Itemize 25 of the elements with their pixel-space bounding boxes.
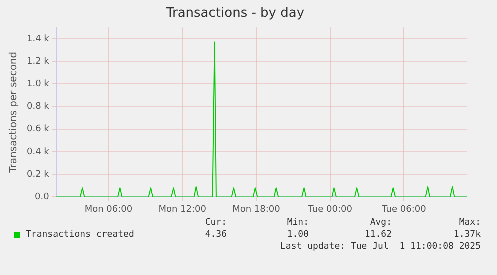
text: Min: [287,218,309,228]
y-tick-label: 1.2 k [26,56,50,67]
text: Avg: [370,218,392,228]
text: Last update: Tue Jul 1 11:00:08 2025 [280,242,481,252]
text: 4.36 [205,230,227,240]
x-tick-label: Mon 06:00 [84,204,133,215]
text: 11.62 [364,230,392,240]
y-tick-label: 1.4 k [26,34,50,44]
x-tick-label: Mon 18:00 [232,204,281,215]
y-tick-label: 0.0 [35,192,50,203]
text: Cur: [205,218,227,228]
y-tick-label: 1.0 k [26,79,50,90]
y-axis-title: Transactions per second [8,52,20,174]
text: 1.00 [287,230,309,240]
x-tick-label: Mon 12:00 [158,204,207,215]
y-tick-label: 0.6 k [26,124,50,135]
chart-title: Transactions - by day [165,6,305,22]
text: Max: [459,218,481,228]
y-tick-label: 0.2 k [26,170,50,180]
legend-label: Transactions created [26,230,134,240]
x-tick-label: Tue 00:00 [307,204,353,215]
y-tick-label: 0.8 k [26,102,50,112]
y-tick-label: 0.4 k [26,147,50,158]
text: 1.37k [454,230,481,240]
x-tick-label: Tue 06:00 [381,204,427,215]
